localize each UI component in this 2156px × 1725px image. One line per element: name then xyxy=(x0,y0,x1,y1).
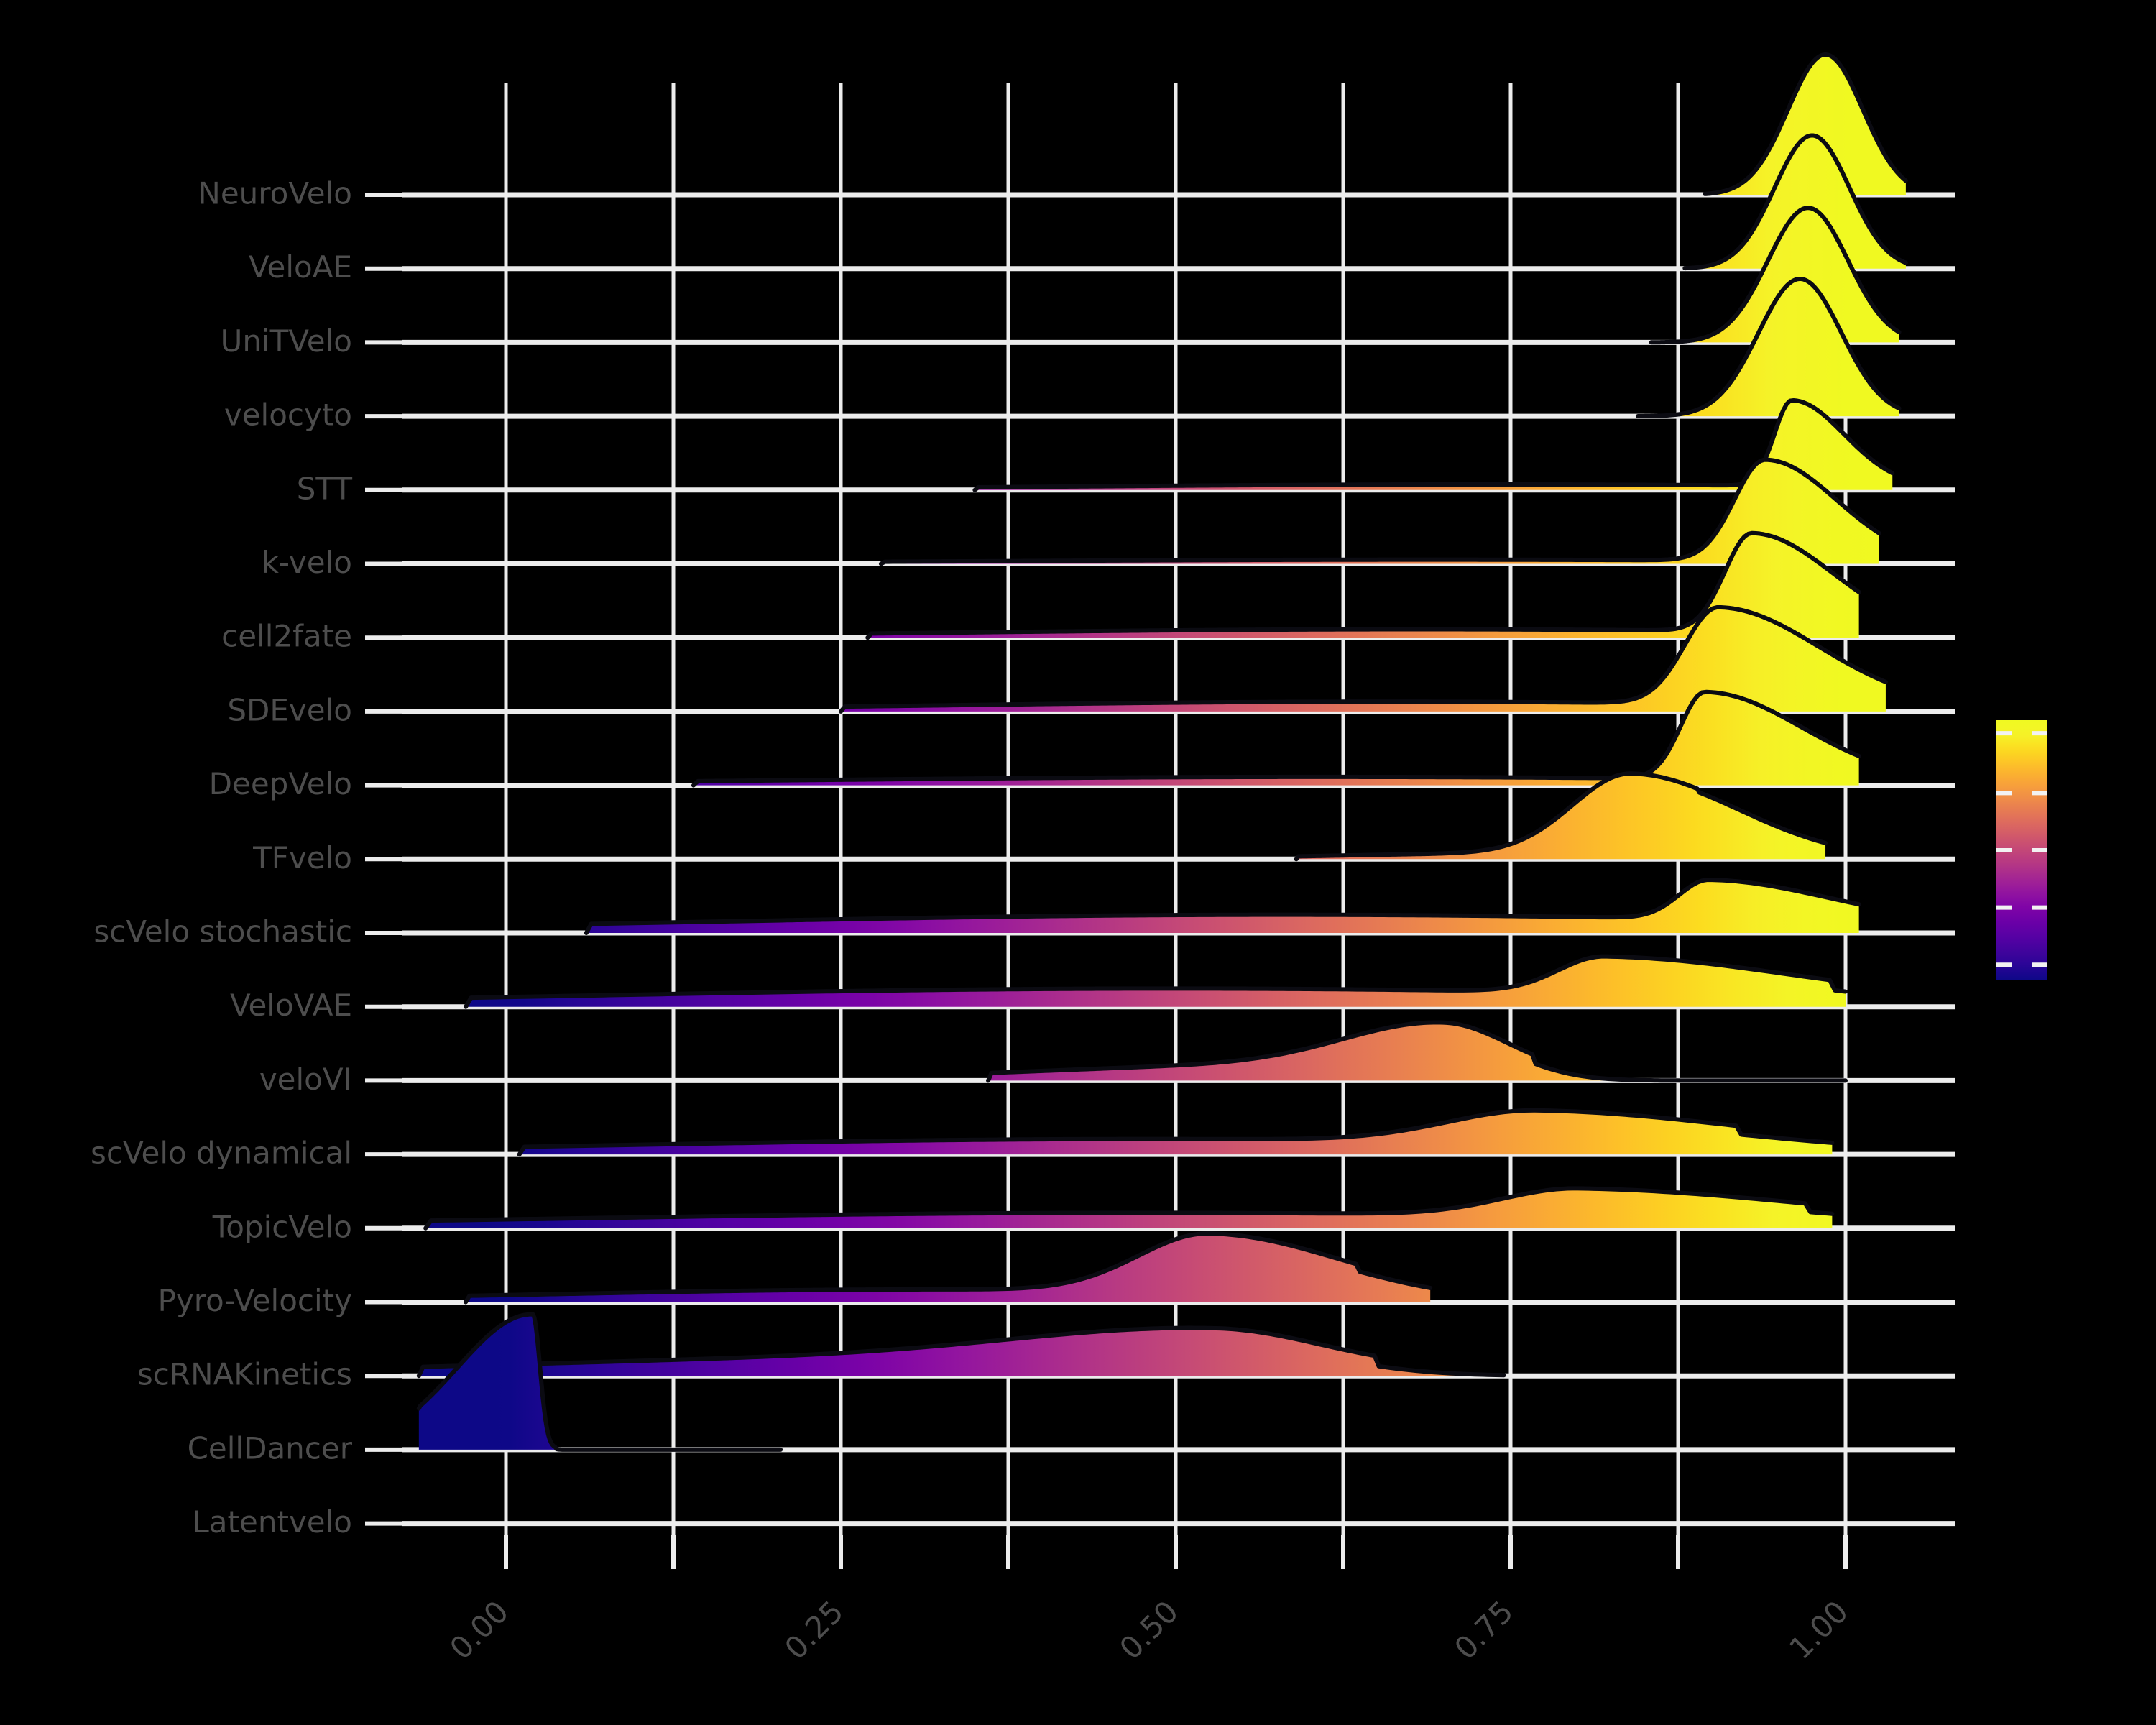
ridge-scrnakinetics xyxy=(416,1325,1506,1379)
y-axis-label-k-velo: k-velo xyxy=(262,545,352,580)
y-axis-label-velovi: veloVI xyxy=(259,1062,352,1097)
y-axis-label-topicvelo: TopicVelo xyxy=(212,1209,352,1244)
ridge-sdevelo xyxy=(839,604,1888,714)
y-axis-labels: NeuroVelo VeloAE UniTVelo velocyto STT k-velo… xyxy=(91,176,353,1540)
y-axis-label-latentvelo: Latentvelo xyxy=(192,1504,352,1540)
y-axis-ticks xyxy=(365,193,402,1526)
ridge-deepvelo xyxy=(691,689,1861,788)
ridge-velovi xyxy=(986,1020,1848,1083)
ridge-tfvelo xyxy=(1294,771,1828,862)
y-axis-label-stt: STT xyxy=(297,471,353,506)
ridge-velovae xyxy=(464,954,1848,1009)
y-axis-label-sdevelo: SDEvelo xyxy=(227,692,352,727)
y-axis-label-scrnakinetics: scRNAKinetics xyxy=(137,1357,352,1392)
y-axis-label-deepvelo: DeepVelo xyxy=(209,766,352,801)
density-ridges xyxy=(416,52,1908,1452)
y-axis-label-velocyto: velocyto xyxy=(224,397,352,433)
ridge-pyro-velocity xyxy=(464,1231,1433,1305)
ridge-scvelo-stochastic xyxy=(584,878,1861,935)
ridge-topicvelo xyxy=(423,1186,1835,1230)
colorbar-group[interactable] xyxy=(1996,720,2047,980)
y-axis-label-veloae: VeloAE xyxy=(249,249,352,285)
y-axis-label-cell2fate: cell2fate xyxy=(221,619,352,654)
ridge-unitvelo xyxy=(1649,206,1902,345)
y-axis-label-scvelo-dynamical: scVelo dynamical xyxy=(91,1136,352,1171)
x-axis-ticks xyxy=(504,1535,1848,1569)
y-axis-label-scvelo-stochastic: scVelo stochastic xyxy=(93,914,352,949)
y-axis-label-celldancer: CellDancer xyxy=(188,1430,353,1466)
ridge-celldancer xyxy=(416,1312,783,1452)
y-axis-label-velovae: VeloVAE xyxy=(230,988,352,1023)
ridge-neurovelo xyxy=(1703,52,1908,196)
ridge-scvelo-dynamical xyxy=(517,1108,1835,1157)
y-axis-label-neurovelo: NeuroVelo xyxy=(198,176,352,211)
ridge-velocyto xyxy=(1636,277,1902,419)
y-axis-label-tfvelo: TFvelo xyxy=(252,840,352,875)
y-axis-label-pyro-velocity: Pyro-Velocity xyxy=(158,1283,352,1318)
ridge-veloae xyxy=(1682,133,1908,271)
y-axis-label-unitvelo: UniTVelo xyxy=(221,323,352,359)
